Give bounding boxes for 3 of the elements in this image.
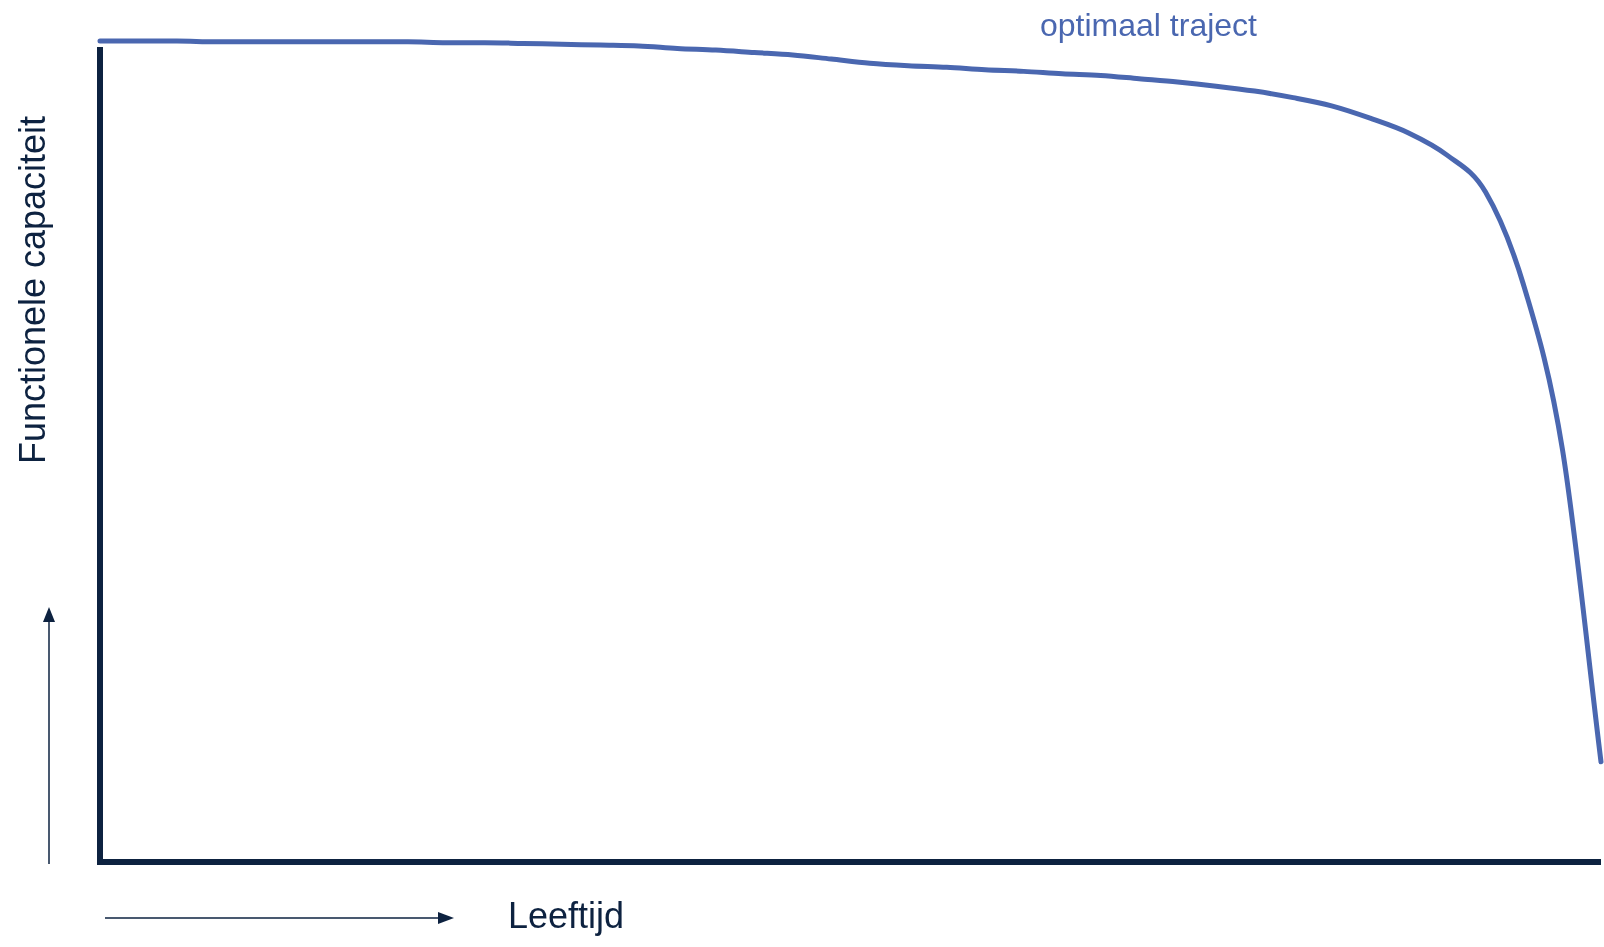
series-label: optimaal traject	[1040, 6, 1258, 43]
y-axis-title: Functionele capaciteit	[11, 115, 53, 465]
x-axis-title: Leeftijd	[508, 894, 625, 936]
